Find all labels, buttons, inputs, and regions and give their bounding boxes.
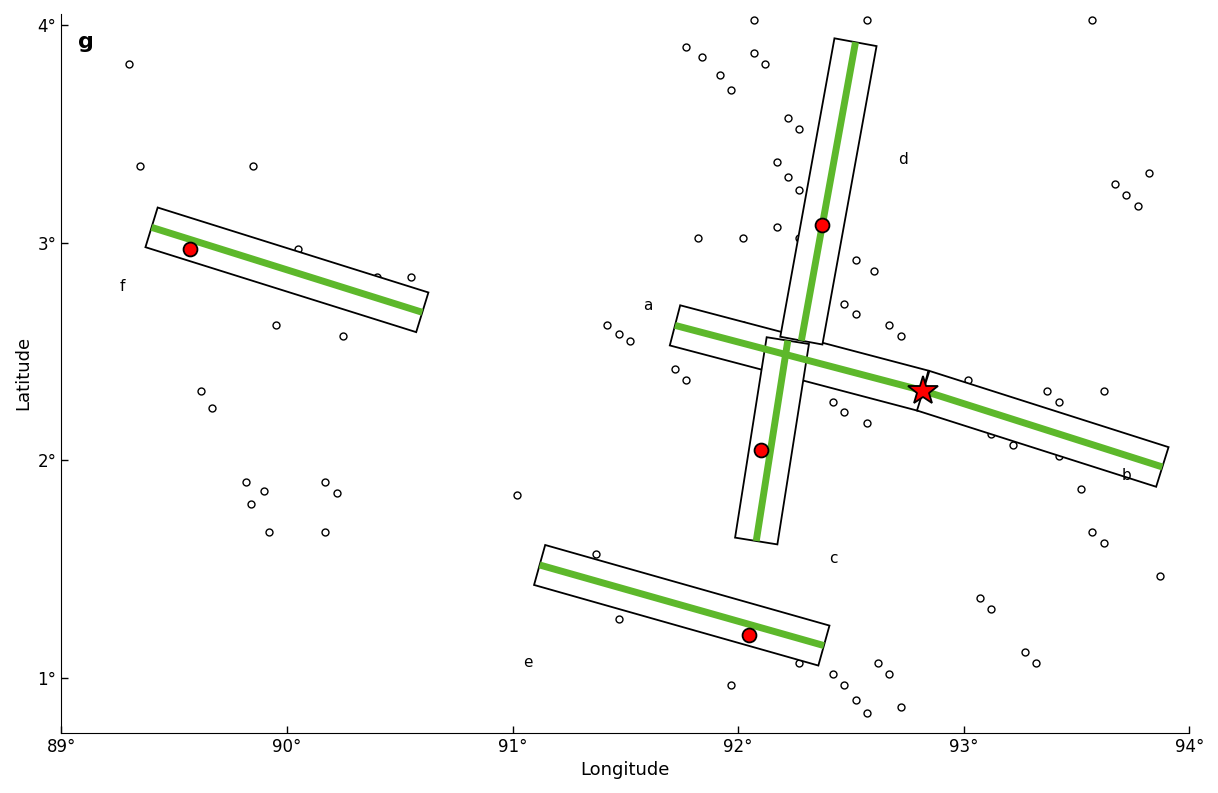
- Text: a: a: [643, 298, 653, 313]
- Text: f: f: [119, 278, 125, 293]
- Text: c: c: [828, 551, 837, 566]
- Text: d: d: [898, 152, 907, 167]
- Polygon shape: [781, 38, 877, 344]
- Polygon shape: [917, 371, 1168, 487]
- Polygon shape: [145, 208, 429, 332]
- Text: g: g: [78, 32, 94, 52]
- Polygon shape: [670, 305, 928, 411]
- Polygon shape: [533, 545, 829, 665]
- X-axis label: Longitude: Longitude: [581, 761, 670, 779]
- Text: b: b: [1122, 468, 1132, 483]
- Text: e: e: [524, 656, 533, 671]
- Y-axis label: Latitude: Latitude: [13, 336, 32, 410]
- Polygon shape: [736, 337, 809, 545]
